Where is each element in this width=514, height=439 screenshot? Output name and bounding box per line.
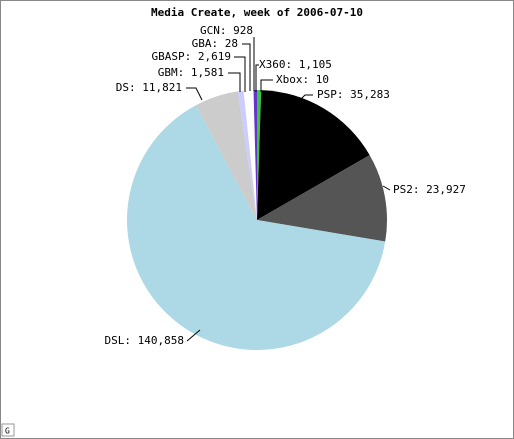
- leader-line: [228, 72, 241, 92]
- leader-line: [186, 87, 203, 101]
- leader-line: [242, 43, 251, 91]
- slice-label: GBM: 1,581: [158, 66, 224, 79]
- slice-label: DSL: 140,858: [105, 334, 184, 347]
- leader-line: [382, 185, 391, 191]
- leader-line: [260, 79, 273, 92]
- pie-slice: [237, 90, 257, 220]
- pie-slice: [253, 90, 257, 220]
- slice-label: PSP: 35,283: [317, 88, 390, 101]
- leader-line: [186, 329, 201, 342]
- leader-line: [255, 64, 259, 92]
- slice-label: GCN: 928: [200, 24, 253, 37]
- pie-slice: [243, 90, 257, 220]
- svg-text:G: G: [5, 427, 10, 436]
- chart-title: Media Create, week of 2006-07-10: [151, 6, 363, 19]
- pie-slice: [257, 90, 262, 220]
- slice-label: GBASP: 2,619: [152, 50, 231, 63]
- slice-label: DS: 11,821: [116, 81, 182, 94]
- slice-label: GBA: 28: [192, 37, 238, 50]
- leader-line: [234, 56, 246, 92]
- footer-icon: G: [1, 423, 15, 437]
- pie-slice: [257, 90, 262, 220]
- pie-slice: [253, 90, 257, 220]
- pie-slice: [195, 91, 257, 220]
- pie-slice: [257, 90, 370, 221]
- slice-label: PS2: 23,927: [393, 183, 466, 196]
- slice-label: Xbox: 10: [276, 73, 329, 86]
- pie-slice: [127, 105, 386, 350]
- slice-label: X360: 1,105: [259, 58, 332, 71]
- leader-line: [299, 94, 313, 101]
- pie-slice: [257, 155, 387, 242]
